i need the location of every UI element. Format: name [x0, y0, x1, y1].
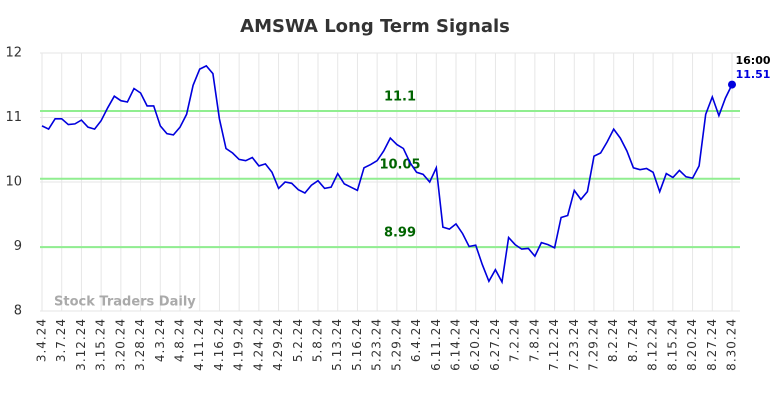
x-tick-label: 6.27.24 — [488, 318, 502, 371]
x-tick-label: 6.11.24 — [429, 318, 443, 371]
price-line — [41, 64, 733, 285]
x-tick-label: 8.27.24 — [705, 318, 719, 371]
x-tick-label: 4.24.24 — [251, 318, 265, 371]
y-tick-label: 8 — [14, 304, 22, 319]
watermark: Stock Traders Daily — [54, 295, 196, 310]
y-tick-label: 12 — [5, 46, 22, 61]
x-tick-label: 8.15.24 — [665, 318, 679, 371]
x-tick-label: 7.23.24 — [567, 318, 581, 371]
x-tick-label: 8.30.24 — [725, 318, 739, 371]
x-tick-label: 5.16.24 — [350, 318, 364, 371]
x-tick-label: 6.14.24 — [449, 318, 463, 371]
x-tick-label: 4.29.24 — [271, 318, 285, 371]
last-value: 11.51 — [736, 68, 771, 81]
x-tick-label: 5.2.24 — [291, 318, 305, 362]
y-tick-label: 10 — [5, 175, 22, 190]
x-tick-label: 8.2.24 — [606, 318, 620, 362]
x-tick-label: 4.11.24 — [192, 318, 206, 371]
x-tick-label: 3.15.24 — [94, 318, 108, 371]
signal-label: 10.05 — [379, 157, 420, 172]
x-tick-label: 8.7.24 — [626, 318, 640, 362]
x-tick-label: 4.8.24 — [173, 318, 187, 362]
x-tick-label: 4.16.24 — [212, 318, 226, 371]
x-tick-label: 8.20.24 — [685, 318, 699, 371]
x-tick-label: 7.12.24 — [547, 318, 561, 371]
x-tick-label: 4.19.24 — [232, 318, 246, 371]
y-tick-label: 9 — [14, 239, 22, 254]
x-tick-label: 5.29.24 — [389, 318, 403, 371]
chart-title: AMSWA Long Term Signals — [240, 16, 510, 37]
last-point — [728, 80, 736, 89]
x-tick-label: 4.3.24 — [153, 318, 167, 362]
x-tick-label: 3.12.24 — [74, 318, 88, 371]
x-tick-label: 3.7.24 — [54, 318, 68, 362]
x-tick-label: 5.23.24 — [370, 318, 384, 371]
x-tick-label: 5.8.24 — [311, 318, 325, 362]
last-time: 16:00 — [735, 54, 770, 67]
x-tick-label: 3.20.24 — [113, 318, 127, 371]
signal-label: 11.1 — [384, 90, 416, 105]
signal-label: 8.99 — [384, 226, 416, 241]
x-tick-label: 3.4.24 — [35, 318, 49, 362]
x-tick-label: 8.12.24 — [646, 318, 660, 371]
x-tick-label: 6.20.24 — [468, 318, 482, 371]
x-tick-label: 5.13.24 — [330, 318, 344, 371]
x-tick-label: 7.29.24 — [587, 318, 601, 371]
x-tick-label: 7.8.24 — [527, 318, 541, 362]
x-tick-label: 7.2.24 — [508, 318, 522, 362]
y-tick-label: 11 — [5, 110, 22, 125]
x-tick-label: 3.28.24 — [133, 318, 147, 371]
x-tick-label: 6.4.24 — [409, 318, 423, 362]
